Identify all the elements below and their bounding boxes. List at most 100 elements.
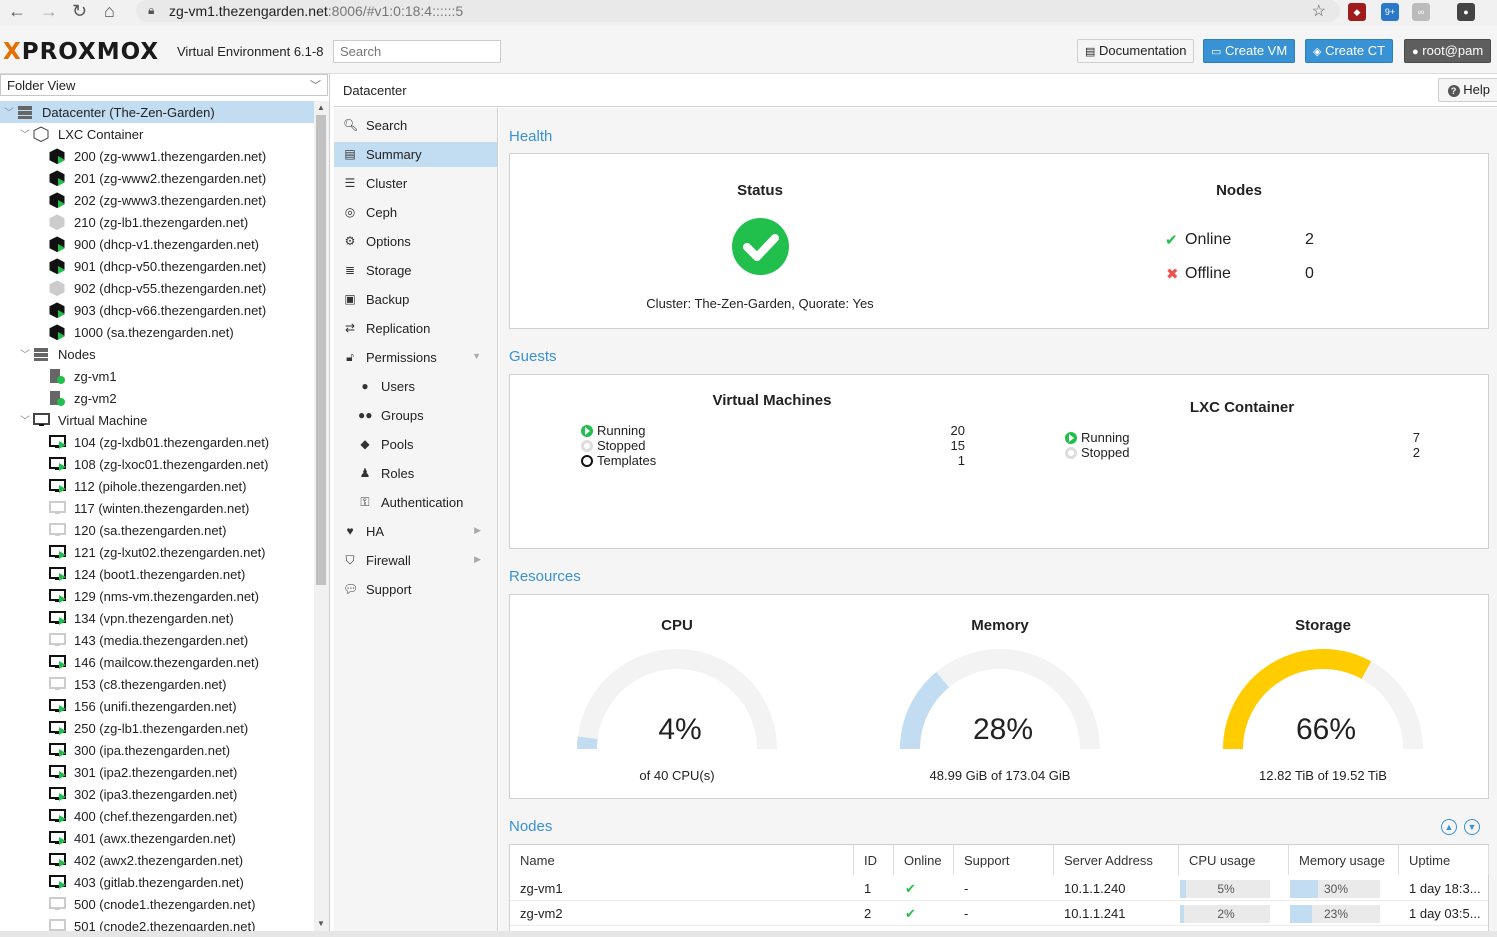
tree-item[interactable]: 902 (dhcp-v55.thezengarden.net) [0,277,314,299]
search-input[interactable] [333,40,501,63]
menu-item-summary[interactable]: ▤ Summary [334,142,497,167]
menu-item-ha[interactable]: ♥ HA ▶ [334,519,497,544]
tree-item[interactable]: 200 (zg-www1.thezengarden.net) [0,145,314,167]
tree-item[interactable]: 112 (pihole.thezengarden.net) [0,475,314,497]
tree-item[interactable]: 401 (awx.thezengarden.net) [0,827,314,849]
menu-item-authentication[interactable]: ⚿ Authentication [334,490,497,515]
tree-item[interactable]: 302 (ipa3.thezengarden.net) [0,783,314,805]
tree-item-label: 124 (boot1.thezengarden.net) [74,567,246,582]
collapse-up-icon[interactable]: ▲ [1441,819,1457,835]
tree-scrollbar[interactable]: ▲ ▼ [314,101,329,937]
home-icon[interactable]: ⌂ [104,1,115,21]
expander-icon[interactable]: ﹀ [20,416,30,427]
tree-item[interactable]: 104 (zg-lxdb01.thezengarden.net) [0,431,314,453]
menu-item-groups[interactable]: ●● Groups [334,403,497,428]
menu-item-cluster[interactable]: ☰ Cluster [334,171,497,196]
url-bar[interactable]: 🔒︎ zg-vm1.thezengarden.net:8006/#v1:0:18… [136,0,1340,22]
tree-item[interactable]: zg-vm1 [0,365,314,387]
scroll-up-icon[interactable]: ▲ [317,103,325,112]
bottom-resize-bar[interactable] [0,931,1497,937]
chevron-down-icon[interactable]: ▼ [472,351,481,361]
tree-item[interactable]: 903 (dhcp-v66.thezengarden.net) [0,299,314,321]
ublock-extension-icon[interactable]: ◆ [1348,3,1366,21]
menu-item-search[interactable]: 🔍︎ Search [334,113,497,138]
tree-item[interactable]: 901 (dhcp-v50.thezengarden.net) [0,255,314,277]
forward-icon[interactable]: → [40,1,58,21]
column-header[interactable]: Memory usage [1289,845,1399,875]
extension-icon[interactable]: 9+ [1381,3,1399,21]
tree-item[interactable]: 500 (cnode1.thezengarden.net) [0,893,314,915]
tree-item[interactable]: 201 (zg-www2.thezengarden.net) [0,167,314,189]
column-header[interactable]: Support [954,845,1054,875]
scrollbar-thumb[interactable] [316,115,326,585]
column-header[interactable]: Online [894,845,954,875]
documentation-button[interactable]: ▤ Documentation [1077,39,1195,63]
tree-item[interactable]: ﹀ Datacenter (The-Zen-Garden) [0,101,314,123]
view-selector[interactable]: Folder View ﹀ [0,74,328,96]
tree-item[interactable]: 153 (c8.thezengarden.net) [0,673,314,695]
table-row[interactable] [510,876,1488,901]
menu-item-backup[interactable]: ▣ Backup [334,287,497,312]
create-ct-button[interactable]: ◈ Create CT [1305,39,1394,63]
bookmark-star-icon[interactable]: ☆ [1311,3,1326,20]
menu-item-support[interactable]: 💬︎ Support [334,577,497,602]
tree-item[interactable]: 250 (zg-lb1.thezengarden.net) [0,717,314,739]
tree-item[interactable]: ﹀ LXC Container [0,123,314,145]
profile-avatar[interactable]: ● [1457,3,1475,21]
column-header[interactable]: CPU usage [1179,845,1289,875]
tree-item[interactable]: 1000 (sa.thezengarden.net) [0,321,314,343]
table-row[interactable] [510,901,1488,926]
column-header[interactable]: Name [510,845,854,875]
tree-item[interactable]: 134 (vpn.thezengarden.net) [0,607,314,629]
column-header[interactable]: Uptime [1399,845,1489,875]
collapse-down-icon[interactable]: ▼ [1464,819,1480,835]
help-button[interactable]: ? Help [1437,78,1497,102]
create-vm-button[interactable]: ▭ Create VM [1203,39,1296,63]
tree-item[interactable]: ﹀ Virtual Machine [0,409,314,431]
tree-item[interactable]: 117 (winten.thezengarden.net) [0,497,314,519]
tree-item[interactable]: 202 (zg-www3.thezengarden.net) [0,189,314,211]
mask-extension-icon[interactable]: ∞ [1412,3,1430,21]
menu-item-options[interactable]: ⚙ Options [334,229,497,254]
vm-title: Virtual Machines [712,392,832,409]
tree-item[interactable]: 121 (zg-lxut02.thezengarden.net) [0,541,314,563]
menu-item-storage[interactable]: ≣ Storage [334,258,497,283]
tree-item[interactable]: 300 (ipa.thezengarden.net) [0,739,314,761]
tree-item[interactable]: 301 (ipa2.thezengarden.net) [0,761,314,783]
tree-item[interactable]: 108 (zg-lxoc01.thezengarden.net) [0,453,314,475]
tree-item[interactable]: 403 (gitlab.thezengarden.net) [0,871,314,893]
expander-icon[interactable]: ﹀ [4,108,14,119]
menu-item-pools[interactable]: ◆ Pools [334,432,497,457]
menu-item-users[interactable]: ● Users [334,374,497,399]
tree-item[interactable]: 124 (boot1.thezengarden.net) [0,563,314,585]
user-menu-button[interactable]: ● root@pam [1404,39,1492,63]
tree-item[interactable]: 400 (chef.thezengarden.net) [0,805,314,827]
tree-item[interactable]: ﹀ Nodes [0,343,314,365]
tree-item[interactable]: 143 (media.thezengarden.net) [0,629,314,651]
menu-item-replication[interactable]: ⇄ Replication [334,316,497,341]
vm-running-icon [49,698,66,714]
tree-item[interactable]: 156 (unifi.thezengarden.net) [0,695,314,717]
tree-item[interactable]: 900 (dhcp-v1.thezengarden.net) [0,233,314,255]
tree-item[interactable]: 129 (nms-vm.thezengarden.net) [0,585,314,607]
health-title: Health [509,128,553,145]
column-header[interactable]: ID [854,845,894,875]
menu-item-label: HA [366,524,385,539]
chevron-right-icon[interactable]: ▶ [474,525,481,535]
menu-item-roles[interactable]: ♟ Roles [334,461,497,486]
tree-item[interactable]: zg-vm2 [0,387,314,409]
tree-item[interactable]: 120 (sa.thezengarden.net) [0,519,314,541]
tree-item[interactable]: 402 (awx2.thezengarden.net) [0,849,314,871]
menu-item-permissions[interactable]: 🔓︎ Permissions ▼ [334,345,497,370]
menu-item-firewall[interactable]: ⛉ Firewall ▶ [334,548,497,573]
scroll-down-icon[interactable]: ▼ [317,919,325,928]
chevron-right-icon[interactable]: ▶ [474,554,481,564]
expander-icon[interactable]: ﹀ [20,130,30,141]
expander-icon[interactable]: ﹀ [20,350,30,361]
menu-item-ceph[interactable]: ◎ Ceph [334,200,497,225]
reload-icon[interactable]: ↻ [72,1,88,21]
tree-item[interactable]: 146 (mailcow.thezengarden.net) [0,651,314,673]
back-icon[interactable]: ← [8,1,26,21]
column-header[interactable]: Server Address [1054,845,1179,875]
tree-item[interactable]: 210 (zg-lb1.thezengarden.net) [0,211,314,233]
